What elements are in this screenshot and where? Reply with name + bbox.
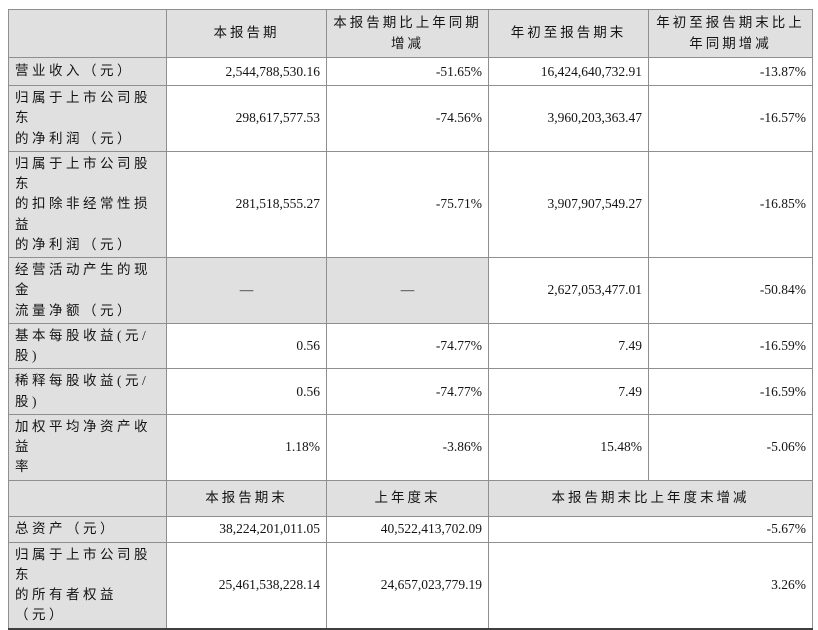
pct-cell: -75.71% bbox=[326, 150, 489, 259]
pct-cell: -3.86% bbox=[326, 413, 489, 481]
value-cell: 0.56 bbox=[166, 368, 327, 415]
pct-cell: -74.56% bbox=[326, 85, 489, 152]
table-row-total-assets: 总资产（元） 38,224,201,011.05 40,522,413,702.… bbox=[8, 515, 813, 543]
pct-cell: -13.87% bbox=[648, 57, 813, 86]
value-cell: 7.49 bbox=[488, 322, 649, 370]
metric-label: 归属于上市公司股东 的净利润（元） bbox=[8, 85, 167, 152]
col-header-year-to-date: 年初至报告期末 bbox=[488, 9, 649, 58]
value-cell: 40,522,413,702.09 bbox=[326, 515, 489, 543]
metric-label: 基本每股收益(元/股) bbox=[8, 322, 167, 370]
financial-summary-table: 本报告期 本报告期比上年同期 增减 年初至报告期末 年初至报告期末比上 年同期增… bbox=[8, 9, 813, 630]
pct-cell: 3.26% bbox=[488, 541, 813, 629]
table-row-diluted-eps: 稀释每股收益(元/股) 0.56 -74.77% 7.49 -16.59% bbox=[8, 368, 813, 415]
col-header-current-period: 本报告期 bbox=[166, 9, 327, 58]
pct-cell: -51.65% bbox=[326, 57, 489, 86]
value-cell: 298,617,577.53 bbox=[166, 85, 327, 152]
pct-cell: -16.57% bbox=[648, 85, 813, 152]
table-row-basic-eps: 基本每股收益(元/股) 0.56 -74.77% 7.49 -16.59% bbox=[8, 322, 813, 370]
na-dash-cell: — bbox=[326, 257, 489, 324]
pct-cell: -16.85% bbox=[648, 150, 813, 259]
col-header-period-end-vs-prior-year-end: 本报告期末比上年度末增减 bbox=[488, 479, 813, 517]
metric-label: 总资产（元） bbox=[8, 515, 167, 543]
value-cell: 0.56 bbox=[166, 322, 327, 370]
period-header-row: 本报告期 本报告期比上年同期 增减 年初至报告期末 年初至报告期末比上 年同期增… bbox=[8, 9, 813, 58]
value-cell: 7.49 bbox=[488, 368, 649, 415]
pct-cell: -5.67% bbox=[488, 515, 813, 543]
value-cell: 2,544,788,530.16 bbox=[166, 57, 327, 86]
value-cell: 281,518,555.27 bbox=[166, 150, 327, 259]
value-cell: 16,424,640,732.91 bbox=[488, 57, 649, 86]
metric-label: 营业收入（元） bbox=[8, 57, 167, 86]
value-cell: 2,627,053,477.01 bbox=[488, 257, 649, 324]
pct-cell: -50.84% bbox=[648, 257, 813, 324]
table-row-net-profit-excl-nonrecurring: 归属于上市公司股东 的扣除非经常性损益 的净利润（元） 281,518,555.… bbox=[8, 150, 813, 259]
pct-cell: -16.59% bbox=[648, 368, 813, 415]
period-end-header-row: 本报告期末 上年度末 本报告期末比上年度末增减 bbox=[8, 479, 813, 517]
col-header-year-to-date-yoy-change: 年初至报告期末比上 年同期增减 bbox=[648, 9, 813, 58]
metric-label: 稀释每股收益(元/股) bbox=[8, 368, 167, 415]
na-dash-cell: — bbox=[166, 257, 327, 324]
pct-cell: -5.06% bbox=[648, 413, 813, 481]
table-row-operating-cash-flow: 经营活动产生的现金 流量净额（元） — — 2,627,053,477.01 -… bbox=[8, 257, 813, 324]
metric-label: 归属于上市公司股东 的扣除非经常性损益 的净利润（元） bbox=[8, 150, 167, 259]
metric-label: 归属于上市公司股东 的所有者权益（元） bbox=[8, 541, 167, 629]
value-cell: 24,657,023,779.19 bbox=[326, 541, 489, 629]
table-row-net-profit: 归属于上市公司股东 的净利润（元） 298,617,577.53 -74.56%… bbox=[8, 85, 813, 152]
value-cell: 25,461,538,228.14 bbox=[166, 541, 327, 629]
table-row-equity-attributable-to-shareholders: 归属于上市公司股东 的所有者权益（元） 25,461,538,228.14 24… bbox=[8, 541, 813, 629]
value-cell: 3,907,907,549.27 bbox=[488, 150, 649, 259]
table-row-weighted-avg-roe: 加权平均净资产收益 率 1.18% -3.86% 15.48% -5.06% bbox=[8, 413, 813, 481]
pct-cell: -74.77% bbox=[326, 368, 489, 415]
col-header-period-end: 本报告期末 bbox=[166, 479, 327, 517]
pct-cell: -16.59% bbox=[648, 322, 813, 370]
pct-cell: 15.48% bbox=[488, 413, 649, 481]
pct-cell: -74.77% bbox=[326, 322, 489, 370]
col-header-current-period-yoy-change: 本报告期比上年同期 增减 bbox=[326, 9, 489, 58]
table-row-revenue: 营业收入（元） 2,544,788,530.16 -51.65% 16,424,… bbox=[8, 57, 813, 86]
value-cell: 38,224,201,011.05 bbox=[166, 515, 327, 543]
empty-corner-cell bbox=[8, 9, 167, 58]
metric-label: 加权平均净资产收益 率 bbox=[8, 413, 167, 481]
value-cell: 3,960,203,363.47 bbox=[488, 85, 649, 152]
col-header-prior-year-end: 上年度末 bbox=[326, 479, 489, 517]
empty-corner-cell bbox=[8, 479, 167, 517]
metric-label: 经营活动产生的现金 流量净额（元） bbox=[8, 257, 167, 324]
pct-cell: 1.18% bbox=[166, 413, 327, 481]
